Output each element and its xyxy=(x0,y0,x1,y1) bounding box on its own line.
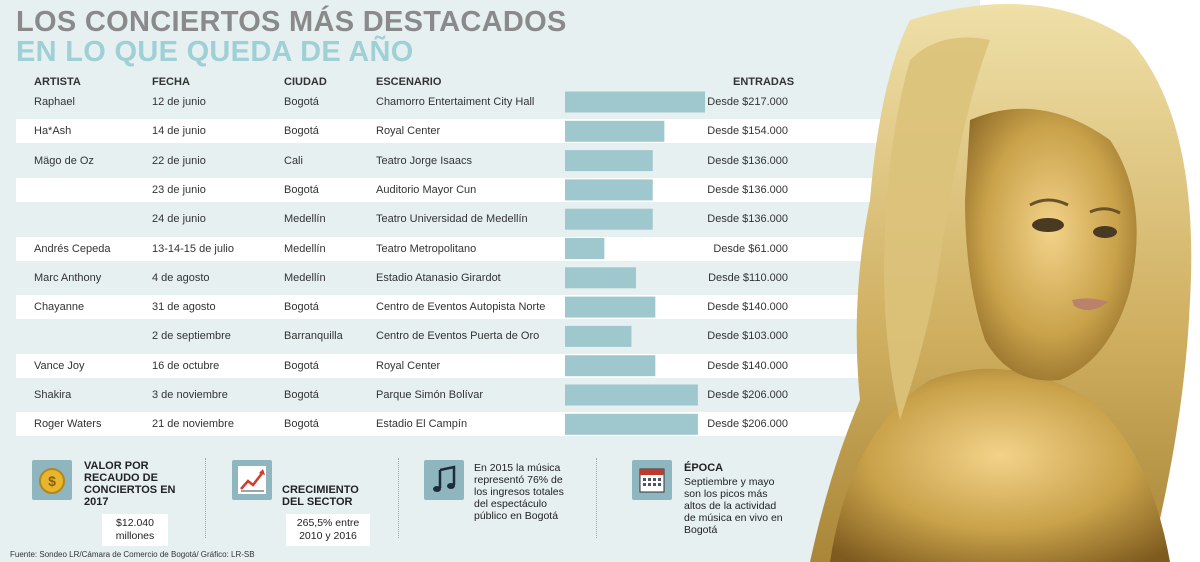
source-note: Fuente: Sondeo LR/Cámara de Comercio de … xyxy=(10,550,255,559)
artist-cell: Ha*Ash xyxy=(34,125,72,138)
price-cell: Desde $206.000 xyxy=(707,418,788,431)
date-cell: 13-14-15 de julio xyxy=(152,242,234,255)
table-row: Mägo de Oz 22 de junio Cali Teatro Jorge Is… xyxy=(16,149,880,173)
coin-icon-box: $ xyxy=(32,460,72,500)
artist-cell: Vance Joy xyxy=(34,359,85,372)
artist-cell: Chayanne xyxy=(34,301,85,314)
price-cell: Desde $217.000 xyxy=(707,96,788,108)
info-3-text: En 2015 la música representó 76% de los … xyxy=(474,462,564,522)
venue-cell: Centro de Eventos Autopista Norte xyxy=(376,301,546,314)
growth-icon-box xyxy=(232,460,272,500)
city-cell: Bogotá xyxy=(284,418,319,431)
venue-cell: Royal Center xyxy=(376,125,441,138)
svg-text:$: $ xyxy=(48,473,56,489)
artist-cell: Marc Anthony xyxy=(34,271,102,284)
header-city: CIUDAD xyxy=(284,76,327,88)
info-1-value: $12.040 millones xyxy=(102,514,168,546)
music-note-icon xyxy=(433,465,456,492)
divider xyxy=(205,458,206,538)
table-row: Raphael 12 de junio Bogotá Chamorro Enterta… xyxy=(16,90,880,114)
date-cell: 21 de noviembre xyxy=(152,418,234,431)
date-cell: 31 de agosto xyxy=(152,301,216,314)
info-2-title: CRECIMIENTO DEL SECTOR xyxy=(282,484,359,508)
venue-cell: Estadio Atanasio Girardot xyxy=(376,271,501,284)
venue-cell: Centro de Eventos Puerta de Oro xyxy=(376,330,540,343)
calendar-icon xyxy=(639,468,665,493)
date-cell: 16 de octubre xyxy=(152,359,220,372)
city-cell: Barranquilla xyxy=(284,330,343,343)
price-cell: Desde $140.000 xyxy=(707,359,788,372)
table-row: 24 de junio Medellín Teatro Universidad de… xyxy=(16,207,880,231)
table-row: Roger Waters 21 de noviembre Bogotá Estadio… xyxy=(16,412,880,437)
date-cell: 2 de septiembre xyxy=(152,330,231,343)
header-price: ENTRADAS xyxy=(733,76,795,88)
price-cell: Desde $136.000 xyxy=(707,213,788,226)
artist-cell: Raphael xyxy=(34,96,75,108)
venue-cell: Parque Simón Bolívar xyxy=(376,389,483,401)
info-2-value: 265,5% entre 2010 y 2016 xyxy=(286,514,370,546)
table-row: Andrés Cepeda 13-14-15 de julio Medellín Te… xyxy=(16,236,880,261)
city-cell: Medellín xyxy=(284,242,326,255)
venue-cell: Auditorio Mayor Cun xyxy=(376,183,477,196)
city-cell: Bogotá xyxy=(284,301,319,314)
artist-cell: Mägo de Oz xyxy=(34,154,94,167)
city-cell: Bogotá xyxy=(284,96,319,108)
table-row: 23 de junio Bogotá Auditorio Mayor Cun Desd… xyxy=(16,177,880,202)
table-row: Marc Anthony 4 de agosto Medellín Estadio A… xyxy=(16,266,880,290)
info-4-title: ÉPOCA xyxy=(684,462,724,474)
date-cell: 23 de junio xyxy=(152,183,206,196)
table-row: 2 de septiembre Barranquilla Centro de Eve… xyxy=(16,324,880,348)
calendar-icon-box xyxy=(632,460,672,500)
table-row: Vance Joy 16 de octubre Bogotá Royal Center… xyxy=(16,353,880,378)
growth-chart-icon xyxy=(238,466,266,494)
artist-photo xyxy=(810,4,1192,562)
header-artist: ARTISTA xyxy=(34,76,81,88)
music-icon-box xyxy=(424,460,464,500)
artist-cell: Roger Waters xyxy=(34,418,102,431)
venue-cell: Royal Center xyxy=(376,359,441,372)
artist-cell: Shakira xyxy=(34,389,72,401)
city-cell: Bogotá xyxy=(284,359,319,372)
table-row: Ha*Ash 14 de junio Bogotá Royal Center Desde… xyxy=(16,119,880,144)
price-cell: Desde $103.000 xyxy=(707,330,788,343)
city-cell: Bogotá xyxy=(284,183,319,196)
coin-icon: $ xyxy=(39,468,65,494)
city-cell: Bogotá xyxy=(284,125,319,138)
price-cell: Desde $140.000 xyxy=(707,301,788,314)
info-1-title: VALOR POR RECAUDO DE CONCIERTOS EN 2017 xyxy=(84,460,176,508)
city-cell: Medellín xyxy=(284,271,326,284)
divider xyxy=(596,458,597,538)
date-cell: 3 de noviembre xyxy=(152,389,228,401)
price-cell: Desde $136.000 xyxy=(707,183,788,196)
venue-cell: Teatro Universidad de Medellín xyxy=(376,213,528,226)
artist-cell: Andrés Cepeda xyxy=(34,242,111,255)
divider xyxy=(398,458,399,538)
venue-cell: Teatro Metropolitano xyxy=(376,242,477,255)
price-cell: Desde $136.000 xyxy=(707,154,788,167)
price-cell: Desde $110.000 xyxy=(708,271,788,284)
date-cell: 22 de junio xyxy=(152,154,206,167)
price-cell: Desde $154.000 xyxy=(707,125,788,138)
venue-cell: Estadio El Campín xyxy=(376,418,468,431)
venue-cell: Teatro Jorge Isaacs xyxy=(376,154,472,167)
header-date: FECHA xyxy=(152,76,190,88)
price-cell: Desde $206.000 xyxy=(707,389,788,401)
title-line-2: EN LO QUE QUEDA DE AÑO xyxy=(16,36,414,68)
date-cell: 14 de junio xyxy=(152,125,206,138)
table-row: Chayanne 31 de agosto Bogotá Centro de Even… xyxy=(16,295,880,320)
venue-cell: Chamorro Entertaiment City Hall xyxy=(376,96,535,108)
city-cell: Medellín xyxy=(284,213,326,226)
date-cell: 24 de junio xyxy=(152,213,206,226)
title-line-1: LOS CONCIERTOS MÁS DESTACADOS xyxy=(16,6,567,38)
date-cell: 4 de agosto xyxy=(152,271,210,284)
city-cell: Cali xyxy=(284,154,303,167)
info-4-text: Septiembre y mayo son los picos más alto… xyxy=(684,476,783,536)
price-cell: Desde $61.000 xyxy=(713,242,788,255)
header-venue: ESCENARIO xyxy=(376,76,442,88)
table-row: Shakira 3 de noviembre Bogotá Parque Simón … xyxy=(16,383,880,407)
date-cell: 12 de junio xyxy=(152,96,206,108)
city-cell: Bogotá xyxy=(284,389,319,401)
